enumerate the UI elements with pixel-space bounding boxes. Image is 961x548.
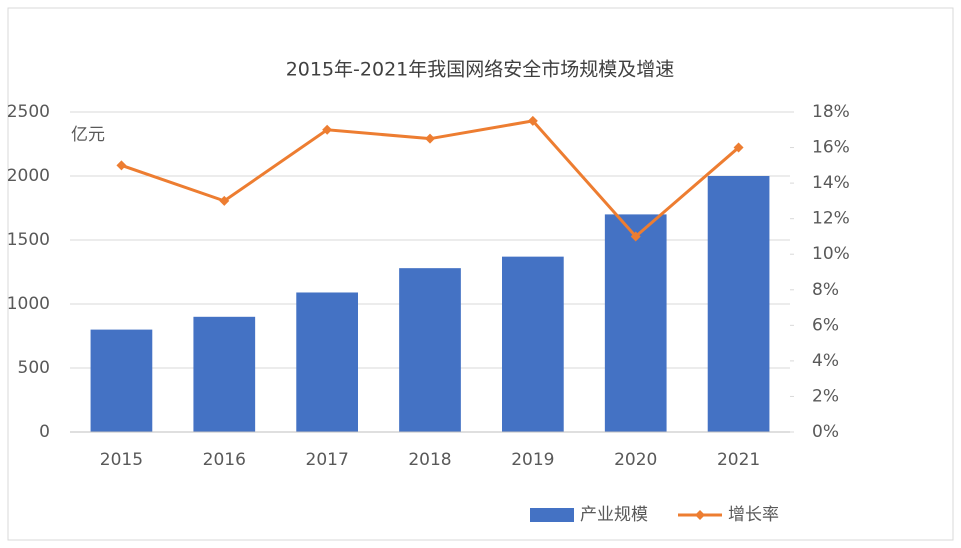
x-tick-label: 2015 [100, 450, 143, 470]
bar [296, 292, 358, 432]
bar [502, 256, 564, 432]
bar [399, 268, 461, 432]
y-tick-label: 1500 [7, 230, 50, 250]
y-tick-label: 2500 [7, 102, 50, 122]
y2-tick-label: 6% [812, 315, 839, 335]
line-marker [425, 133, 435, 144]
y2-tick-label: 14% [812, 173, 850, 193]
bar [193, 316, 256, 432]
y-tick-label: 1000 [7, 294, 50, 314]
line-marker [219, 195, 230, 206]
line-marker [116, 160, 127, 171]
x-tick-label: 2021 [717, 450, 760, 470]
chart-title: 2015年-2021年我国网络安全市场规模及增速 [286, 59, 675, 81]
legend-label: 产业规模 [580, 505, 648, 525]
line-marker [733, 142, 744, 153]
y2-tick-label: 8% [812, 280, 839, 300]
x-tick-label: 2020 [614, 450, 657, 470]
line-marker [322, 124, 333, 135]
bar [90, 329, 153, 432]
x-tick-label: 2019 [511, 450, 554, 470]
y2-tick-label: 4% [812, 351, 839, 371]
line-marker [630, 231, 641, 242]
bar [604, 214, 667, 432]
x-tick-label: 2017 [306, 450, 349, 470]
legend-label: 增长率 [728, 505, 779, 525]
x-tick-label: 2016 [203, 450, 246, 470]
bar [707, 176, 770, 432]
legend-swatch [530, 508, 574, 522]
y2-tick-label: 12% [812, 209, 850, 229]
y-axis-label: 亿元 [71, 125, 105, 145]
legend-swatch [695, 510, 705, 520]
y-tick-label: 0 [39, 422, 50, 442]
x-tick-label: 2018 [408, 450, 451, 470]
line-marker [527, 115, 538, 126]
y2-tick-label: 16% [812, 138, 850, 158]
y-tick-label: 500 [18, 358, 50, 378]
y2-tick-label: 0% [812, 422, 839, 442]
y2-tick-label: 10% [812, 244, 850, 264]
chart-frame [7, 7, 954, 541]
y2-tick-label: 2% [812, 386, 839, 406]
y2-tick-label: 18% [812, 102, 850, 122]
y-tick-label: 2000 [7, 166, 50, 186]
